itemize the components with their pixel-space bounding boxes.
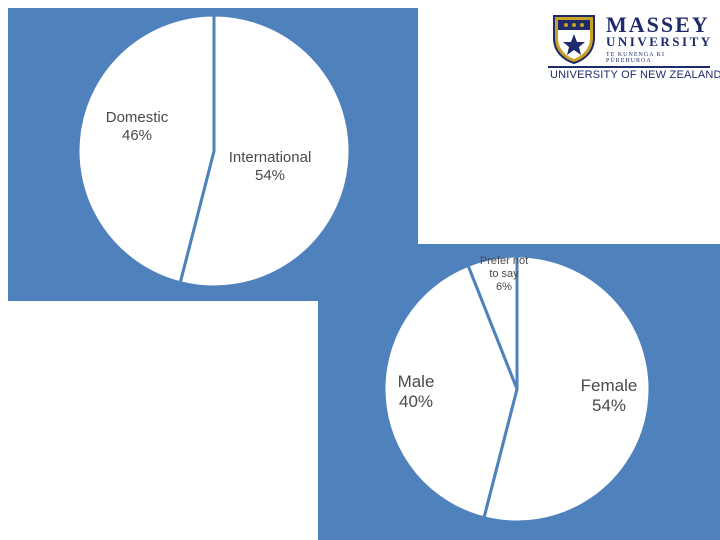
logo-divider [548, 66, 710, 68]
data-label-prefer-not-to-say: Prefer not to say 6% [479, 255, 529, 294]
logo-tagline: UNIVERSITY OF NEW ZEALAND [550, 69, 720, 81]
pie-slice-female [482, 254, 652, 524]
pie-slice-domestic [76, 13, 216, 285]
logo-name: MASSEY [606, 12, 710, 37]
logo-maori-name: TE KUNENGA KI PŪREHUROA [606, 52, 665, 64]
data-label-male: Male 40% [397, 372, 435, 412]
data-label-female: Female 54% [580, 376, 638, 416]
pie-slice-male [382, 263, 519, 520]
crest-icon [553, 15, 595, 64]
massey-university-logo: MASSEY UNIVERSITY TE KUNENGA KI PŪREHURO… [548, 12, 720, 82]
pie-slice-prefer-not-to-say [466, 254, 519, 391]
pie-slice-international [178, 13, 352, 289]
data-label-domestic: Domestic 46% [105, 109, 169, 144]
logo-subtitle: UNIVERSITY [606, 34, 713, 49]
data-label-international: International 54% [228, 149, 312, 184]
